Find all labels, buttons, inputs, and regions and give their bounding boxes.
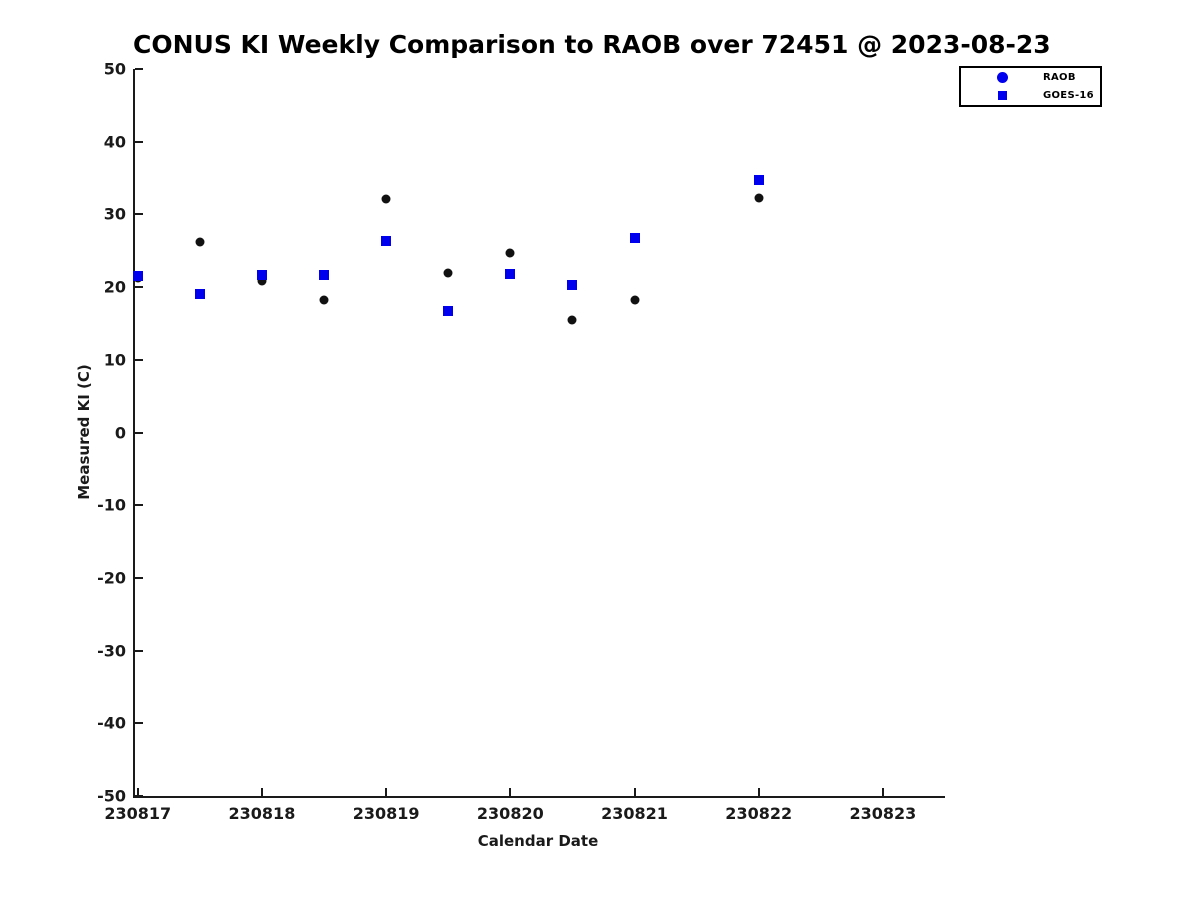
y-tick <box>135 504 143 507</box>
data-point-raob <box>754 193 764 203</box>
plot-area: 50 40 30 20 10 0 -10 -20 -30 -40 -50 230817 230818 23… <box>97 60 945 823</box>
x-tick-label: 230818 <box>228 804 296 823</box>
legend-item-raob: RAOB <box>961 68 1100 87</box>
data-point-goes16 <box>319 270 330 281</box>
legend-label-raob: RAOB <box>1043 71 1076 83</box>
x-tick-label: 230820 <box>476 804 544 823</box>
data-point-raob <box>381 194 391 204</box>
data-point-raob <box>443 268 453 278</box>
y-tick-label: -20 <box>97 568 126 588</box>
y-tick <box>135 140 143 143</box>
data-point-goes16 <box>629 232 640 243</box>
y-tick-label: -30 <box>97 641 126 661</box>
x-tick-label: 230822 <box>725 804 793 823</box>
data-point-raob <box>257 276 267 286</box>
raob-circle-icon <box>996 71 1008 83</box>
x-tick <box>136 788 139 796</box>
y-tick <box>135 213 143 216</box>
x-tick <box>633 788 636 796</box>
y-tick-label: 40 <box>103 132 126 152</box>
x-tick <box>509 788 512 796</box>
data-point-goes16 <box>443 306 454 317</box>
y-tick-label: 30 <box>103 204 126 224</box>
data-point-goes16 <box>505 269 516 279</box>
y-tick <box>135 722 143 725</box>
x-tick-label: 230821 <box>601 804 668 823</box>
x-tick-label: 230819 <box>352 804 420 823</box>
data-point-raob <box>567 315 577 325</box>
data-point-goes16 <box>194 288 205 299</box>
y-tick <box>135 795 143 797</box>
y-tick-label: -10 <box>97 495 126 515</box>
y-tick-label: -40 <box>97 713 126 733</box>
data-point-raob <box>195 237 205 247</box>
x-tick <box>260 788 263 796</box>
goes16-square-icon <box>997 91 1007 101</box>
data-point-goes16 <box>567 279 578 290</box>
x-tick <box>757 788 760 796</box>
legend: RAOB GOES-16 <box>959 66 1102 107</box>
y-tick-label: 10 <box>103 350 126 370</box>
y-tick <box>135 358 143 361</box>
y-tick <box>135 576 143 579</box>
x-axis-label: Calendar Date <box>477 832 599 850</box>
legend-item-goes16: GOES-16 <box>961 87 1100 106</box>
y-tick-label: 0 <box>114 423 126 442</box>
y-tick <box>135 431 143 434</box>
x-tick-label: 230817 <box>104 804 172 823</box>
chart-title: CONUS KI Weekly Comparison to RAOB over … <box>133 30 1051 59</box>
y-tick <box>135 286 143 289</box>
data-point-goes16 <box>256 270 267 281</box>
data-point-raob <box>630 295 639 305</box>
x-tick-label: 230823 <box>849 804 917 823</box>
y-tick-label: 50 <box>103 59 126 79</box>
data-point-raob <box>505 248 515 258</box>
y-tick <box>135 68 143 70</box>
y-tick-label: 20 <box>103 277 126 297</box>
legend-label-goes16: GOES-16 <box>1043 90 1094 102</box>
data-point-goes16 <box>381 235 392 246</box>
x-tick <box>881 788 884 796</box>
y-axis-label: Measured KI (C) <box>75 364 93 500</box>
data-point-goes16 <box>753 174 764 185</box>
data-point-goes16 <box>132 271 143 282</box>
data-point-raob <box>319 295 329 305</box>
x-tick <box>385 788 388 796</box>
y-tick <box>135 649 143 652</box>
y-tick-label: -50 <box>97 786 126 806</box>
